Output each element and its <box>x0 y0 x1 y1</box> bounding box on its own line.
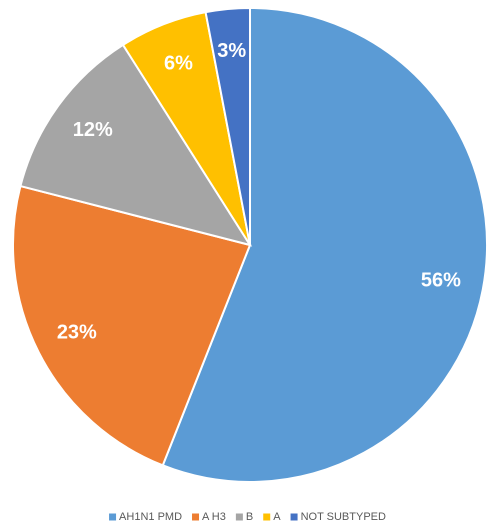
legend-label: AH1N1 PMD <box>119 511 182 523</box>
legend-label: NOT SUBTYPED <box>301 511 386 523</box>
legend-swatch <box>290 513 298 521</box>
pie-slice <box>204 6 251 246</box>
legend-swatch <box>263 513 271 521</box>
legend-swatch <box>192 513 200 521</box>
pie-slice <box>161 6 488 483</box>
legend-label: A H3 <box>202 511 226 523</box>
data-label: 23% <box>57 322 97 344</box>
data-label: 12% <box>73 119 113 141</box>
legend-label: A <box>273 511 281 523</box>
pie-slice <box>19 43 253 247</box>
data-label: 3% <box>217 40 246 62</box>
pie-slice <box>12 184 252 467</box>
legend-swatch <box>235 513 243 521</box>
legend-label: B <box>246 511 253 523</box>
data-label: 6% <box>164 53 193 75</box>
legend-swatch <box>109 513 117 521</box>
data-label: 56% <box>421 270 461 292</box>
